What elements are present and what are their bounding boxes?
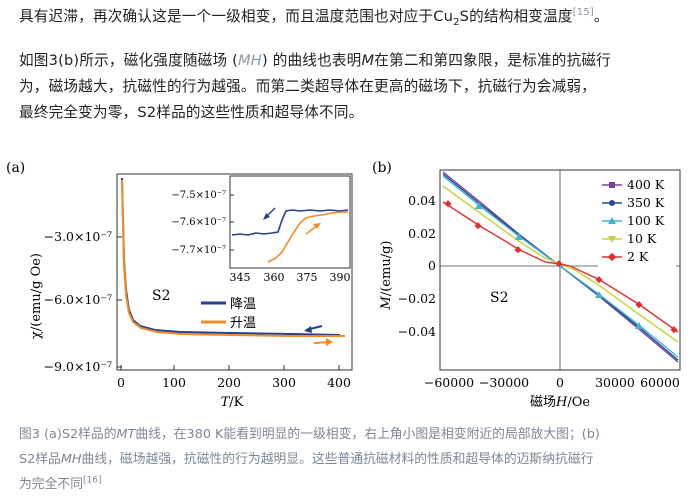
curve-heating: [121, 179, 345, 337]
b-xtick-m60000: −60000: [424, 375, 474, 390]
legend-2k: 2 K: [627, 249, 649, 264]
legend-400k: 400 K: [627, 177, 665, 192]
b-xtick-m30000: −30000: [479, 375, 529, 390]
panel-a: (a) χ/(emu/g Oe) −3.0×10⁻⁷ −6.0×10⁻⁷ −9.…: [6, 160, 353, 410]
panel-a-frame: [116, 173, 353, 371]
panel-b-xlabel: 磁场H/Oe: [530, 395, 590, 410]
a-ytick-2: −6.0×10⁻⁷: [44, 292, 112, 307]
citation-15[interactable]: [15]: [572, 7, 594, 19]
inset-frame: [229, 175, 351, 269]
a-xtick-200: 200: [217, 375, 241, 390]
inset: −7.5×10⁻⁷ −7.6×10⁻⁷ −7.7×10⁻⁷ 345 360 37…: [171, 175, 351, 284]
panel-b: (b) M/(emu/g) 0.04 0.02 0 −0.02 −0.04 −6…: [372, 160, 681, 410]
paragraph-1: 具有迟滞，再次确认这是一个一级相变，而且温度范围也对应于Cu2S的结构相变温度[…: [19, 7, 609, 28]
b-ytick-m004: −0.04: [398, 324, 436, 339]
panel-a-label: (a): [6, 160, 25, 176]
paragraph-2: 如图3(b)所示，磁化强度随磁场 (MH) 的曲线也表明M在第二和第四象限，是标…: [19, 52, 611, 121]
panel-a-ylabel: χ/(emu/g Oe): [29, 253, 44, 339]
legend-10k: 10 K: [627, 231, 657, 246]
panel-a-sample: S2: [152, 288, 171, 304]
inset-curve-heating: [267, 211, 348, 263]
a-xtick-0: 0: [117, 375, 125, 390]
inset-xtick-375: 375: [297, 271, 318, 284]
mh-curves: [442, 171, 679, 363]
a-ytick-3: −9.0×10⁻⁷: [44, 359, 112, 374]
b-ytick-004: 0.04: [408, 193, 436, 208]
inset-curve-cooling: [231, 209, 349, 236]
legend-cooling: 降温: [230, 297, 256, 312]
b-ytick-m002: −0.02: [398, 291, 436, 306]
b-xtick-30000: 30000: [595, 375, 635, 390]
panel-b-sample: S2: [490, 290, 509, 306]
inset-xtick-360: 360: [264, 271, 285, 284]
figure-caption: 图3 (a)S2样品的MT曲线，在380 K能看到明显的一级相变，右上角小图是相…: [19, 427, 600, 492]
b-xtick-0: 0: [556, 375, 564, 390]
b-xtick-60000: 60000: [640, 375, 680, 390]
legend-350k: 350 K: [627, 195, 665, 210]
inset-xtick-345: 345: [230, 271, 251, 284]
figure-3: (a) χ/(emu/g Oe) −3.0×10⁻⁷ −6.0×10⁻⁷ −9.…: [6, 160, 681, 410]
legend-100k: 100 K: [627, 213, 665, 228]
panel-b-label: (b): [372, 160, 392, 176]
legend-heating: 升温: [230, 316, 256, 331]
panel-a-xlabel: T/K: [221, 395, 244, 410]
inset-ytick-1: −7.5×10⁻⁷: [171, 190, 226, 201]
inset-ytick-2: −7.6×10⁻⁷: [171, 217, 226, 228]
citation-16[interactable]: [16]: [82, 475, 102, 486]
b-ytick-0: 0: [428, 258, 436, 273]
a-xtick-100: 100: [162, 375, 186, 390]
a-xtick-300: 300: [272, 375, 296, 390]
inset-ytick-3: −7.7×10⁻⁷: [171, 245, 226, 256]
a-xtick-400: 400: [327, 375, 351, 390]
b-ytick-002: 0.02: [408, 226, 436, 241]
panel-b-ylabel: M/(emu/g): [379, 241, 394, 311]
inset-xtick-390: 390: [330, 271, 351, 284]
a-ytick-1: −3.0×10⁻⁷: [44, 229, 112, 244]
